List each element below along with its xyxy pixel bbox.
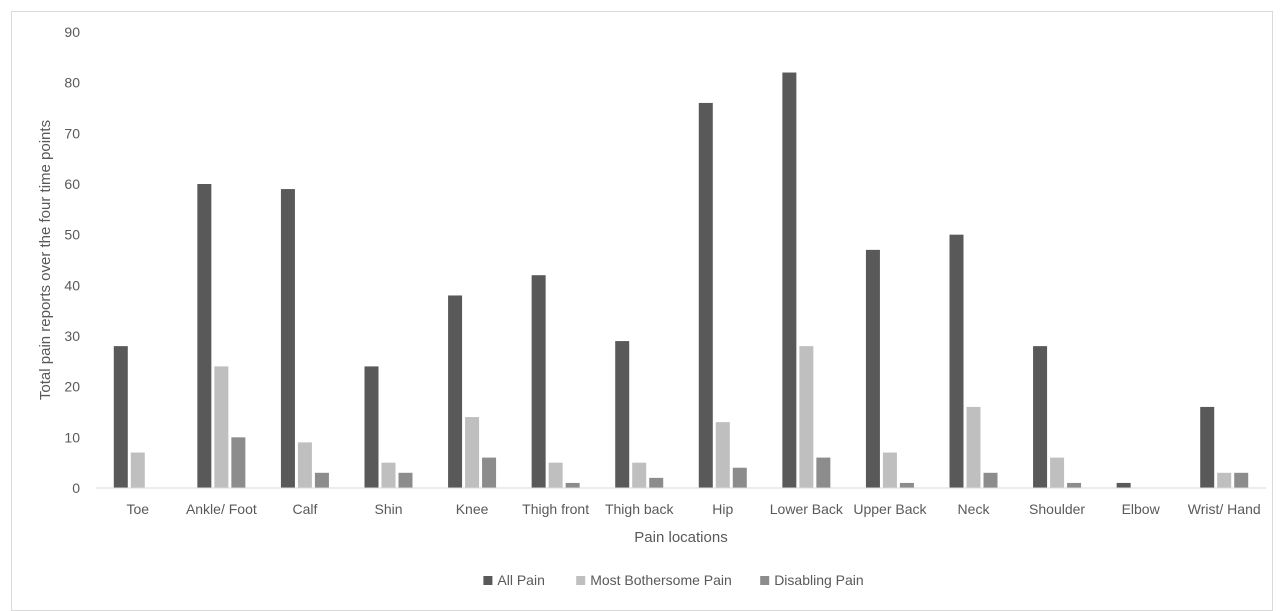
x-tick-label: Hip <box>712 501 733 517</box>
bar-all-pain-hip <box>698 102 713 488</box>
bar-disabling-pain-upper-back <box>899 482 914 488</box>
bar-most-bothersome-pain-hip <box>715 422 730 488</box>
bar-most-bothersome-pain-calf <box>297 442 312 488</box>
bar-most-bothersome-pain-thigh-front <box>548 462 563 488</box>
bar-all-pain-knee <box>448 295 463 488</box>
y-tick-label: 70 <box>64 125 80 141</box>
x-axis-ticks: Toe Ankle/ Foot Calf Shin Knee Thigh front Thi… <box>126 501 1260 517</box>
bar-most-bothersome-pain-lower-back <box>799 346 814 488</box>
y-tick-label: 40 <box>64 277 80 293</box>
x-tick-label: Toe <box>126 501 149 517</box>
x-tick-label: Shoulder <box>1029 501 1085 517</box>
legend-label: Disabling Pain <box>774 572 864 588</box>
bar-disabling-pain-knee <box>482 457 497 488</box>
y-tick-label: 50 <box>64 227 80 243</box>
x-tick-label: Ankle/ Foot <box>186 501 257 517</box>
bar-most-bothersome-pain-wrist-hand <box>1217 472 1232 488</box>
bar-all-pain-ankle-foot <box>197 184 212 488</box>
bar-disabling-pain-wrist-hand <box>1234 472 1249 488</box>
y-tick-label: 80 <box>64 75 80 91</box>
x-tick-label: Lower Back <box>770 501 844 517</box>
y-tick-label: 60 <box>64 176 80 192</box>
bar-all-pain-thigh-back <box>615 341 630 488</box>
x-tick-label: Thigh front <box>522 501 589 517</box>
bar-all-pain-shoulder <box>1033 346 1048 488</box>
x-tick-label: Knee <box>456 501 489 517</box>
legend-swatch <box>760 576 770 585</box>
bar-all-pain-wrist-hand <box>1200 406 1215 488</box>
bar-all-pain-lower-back <box>782 72 797 489</box>
bar-all-pain-thigh-front <box>531 275 546 488</box>
y-tick-label: 90 <box>64 24 80 40</box>
y-tick-label: 20 <box>64 379 80 395</box>
bar-all-pain-upper-back <box>865 249 880 488</box>
bar-disabling-pain-thigh-back <box>649 477 664 488</box>
bar-most-bothersome-pain-shoulder <box>1050 457 1065 488</box>
bar-disabling-pain-shoulder <box>1067 482 1082 488</box>
bar-most-bothersome-pain-neck <box>966 406 981 488</box>
x-axis-label: Pain locations <box>634 529 727 546</box>
bar-disabling-pain-thigh-front <box>565 482 580 488</box>
legend-swatch <box>483 576 493 585</box>
y-axis-label: Total pain reports over the four time po… <box>37 120 54 400</box>
bar-disabling-pain-hip <box>732 467 747 488</box>
bar-all-pain-elbow <box>1116 482 1131 488</box>
bar-all-pain-neck <box>949 234 964 488</box>
x-tick-label: Wrist/ Hand <box>1188 501 1261 517</box>
y-tick-label: 30 <box>64 328 80 344</box>
x-tick-label: Calf <box>292 501 317 517</box>
bar-disabling-pain-ankle-foot <box>231 437 246 488</box>
bar-disabling-pain-lower-back <box>816 457 831 488</box>
bar-all-pain-toe <box>113 346 128 488</box>
bar-all-pain-shin <box>364 366 379 488</box>
bar-most-bothersome-pain-toe <box>130 452 145 488</box>
chart-frame <box>11 11 1273 611</box>
x-tick-label: Upper Back <box>853 501 927 517</box>
legend-label: All Pain <box>497 572 544 588</box>
bar-disabling-pain-calf <box>314 472 329 488</box>
bar-all-pain-calf <box>280 189 295 489</box>
bars <box>113 72 1249 489</box>
bar-most-bothersome-pain-shin <box>381 462 396 488</box>
x-tick-label: Shin <box>374 501 402 517</box>
x-tick-label: Thigh back <box>605 501 674 517</box>
bar-most-bothersome-pain-upper-back <box>882 452 897 488</box>
legend: All Pain Most Bothersome Pain Disabling Pa… <box>483 572 864 588</box>
legend-label: Most Bothersome Pain <box>590 572 732 588</box>
x-tick-label: Elbow <box>1122 501 1161 517</box>
bar-most-bothersome-pain-thigh-back <box>632 462 647 488</box>
y-tick-label: 0 <box>72 480 80 496</box>
bar-most-bothersome-pain-ankle-foot <box>214 366 229 488</box>
bar-disabling-pain-neck <box>983 472 998 488</box>
legend-swatch <box>576 576 586 585</box>
bar-disabling-pain-shin <box>398 472 413 488</box>
y-tick-label: 10 <box>64 429 80 445</box>
bar-most-bothersome-pain-knee <box>465 417 480 488</box>
y-axis-ticks: 0 10 20 30 40 50 60 70 80 90 <box>64 24 80 496</box>
x-tick-label: Neck <box>958 501 991 517</box>
